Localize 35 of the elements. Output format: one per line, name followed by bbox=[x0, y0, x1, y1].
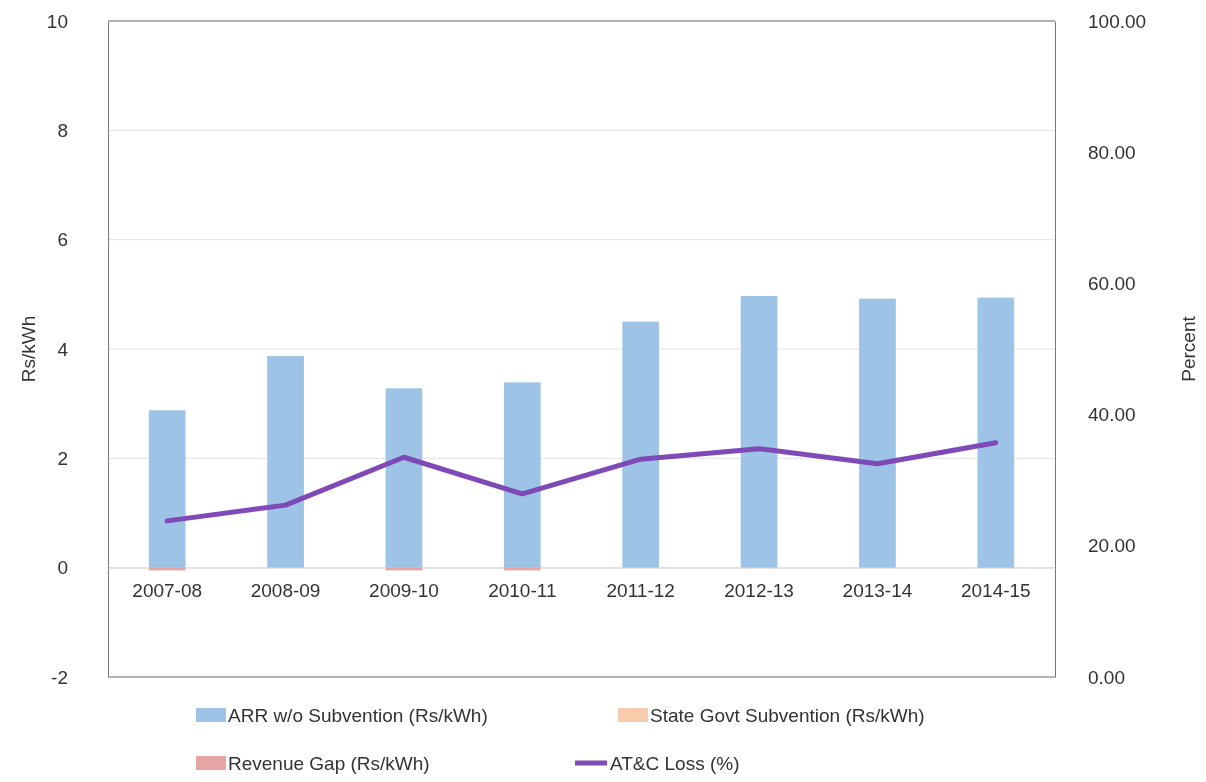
x-tick-label: 2011-12 bbox=[606, 580, 675, 602]
bar bbox=[148, 410, 186, 568]
bar bbox=[859, 298, 896, 568]
bar bbox=[385, 388, 423, 568]
y2-tick-label: 0.00 bbox=[1088, 666, 1125, 688]
y-tick-label: 0 bbox=[57, 557, 68, 579]
y-tick-label: 2 bbox=[57, 447, 68, 469]
x-tick-label: 2013-14 bbox=[842, 580, 913, 602]
bar bbox=[622, 321, 660, 568]
legend-label: ARR w/o Subvention (Rs/kWh) bbox=[228, 705, 488, 726]
y2-tick-label: 100.00 bbox=[1088, 10, 1147, 32]
y-tick-label: 10 bbox=[46, 10, 68, 32]
y2-axis-title: Percent bbox=[1178, 315, 1199, 382]
bar bbox=[977, 297, 1015, 568]
y-tick-label: -2 bbox=[51, 666, 68, 688]
x-tick-label: 2012-13 bbox=[724, 580, 794, 602]
y-tick-label: 6 bbox=[57, 229, 68, 251]
x-tick-label: 2014-15 bbox=[960, 580, 1031, 602]
y-tick-label: 8 bbox=[57, 119, 68, 141]
bar bbox=[267, 356, 304, 568]
y2-tick-label: 20.00 bbox=[1088, 535, 1136, 557]
x-tick-label: 2009-10 bbox=[369, 580, 439, 602]
y-tick-label: 4 bbox=[57, 338, 69, 360]
y2-tick-label: 40.00 bbox=[1088, 404, 1136, 426]
bar bbox=[503, 382, 541, 568]
legend-label: Revenue Gap (Rs/kWh) bbox=[228, 753, 430, 774]
y2-tick-label: 60.00 bbox=[1088, 272, 1136, 294]
legend-label: State Govt Subvention (Rs/kWh) bbox=[650, 705, 925, 726]
bar bbox=[740, 295, 778, 568]
x-tick-label: 2008-09 bbox=[250, 580, 321, 602]
x-tick-label: 2010-11 bbox=[488, 580, 557, 602]
legend-label: AT&C Loss (%) bbox=[610, 753, 740, 774]
x-tick-label: 2007-08 bbox=[132, 580, 203, 602]
y2-tick-label: 80.00 bbox=[1088, 141, 1136, 163]
y-axis-title: Rs/kWh bbox=[18, 315, 39, 383]
